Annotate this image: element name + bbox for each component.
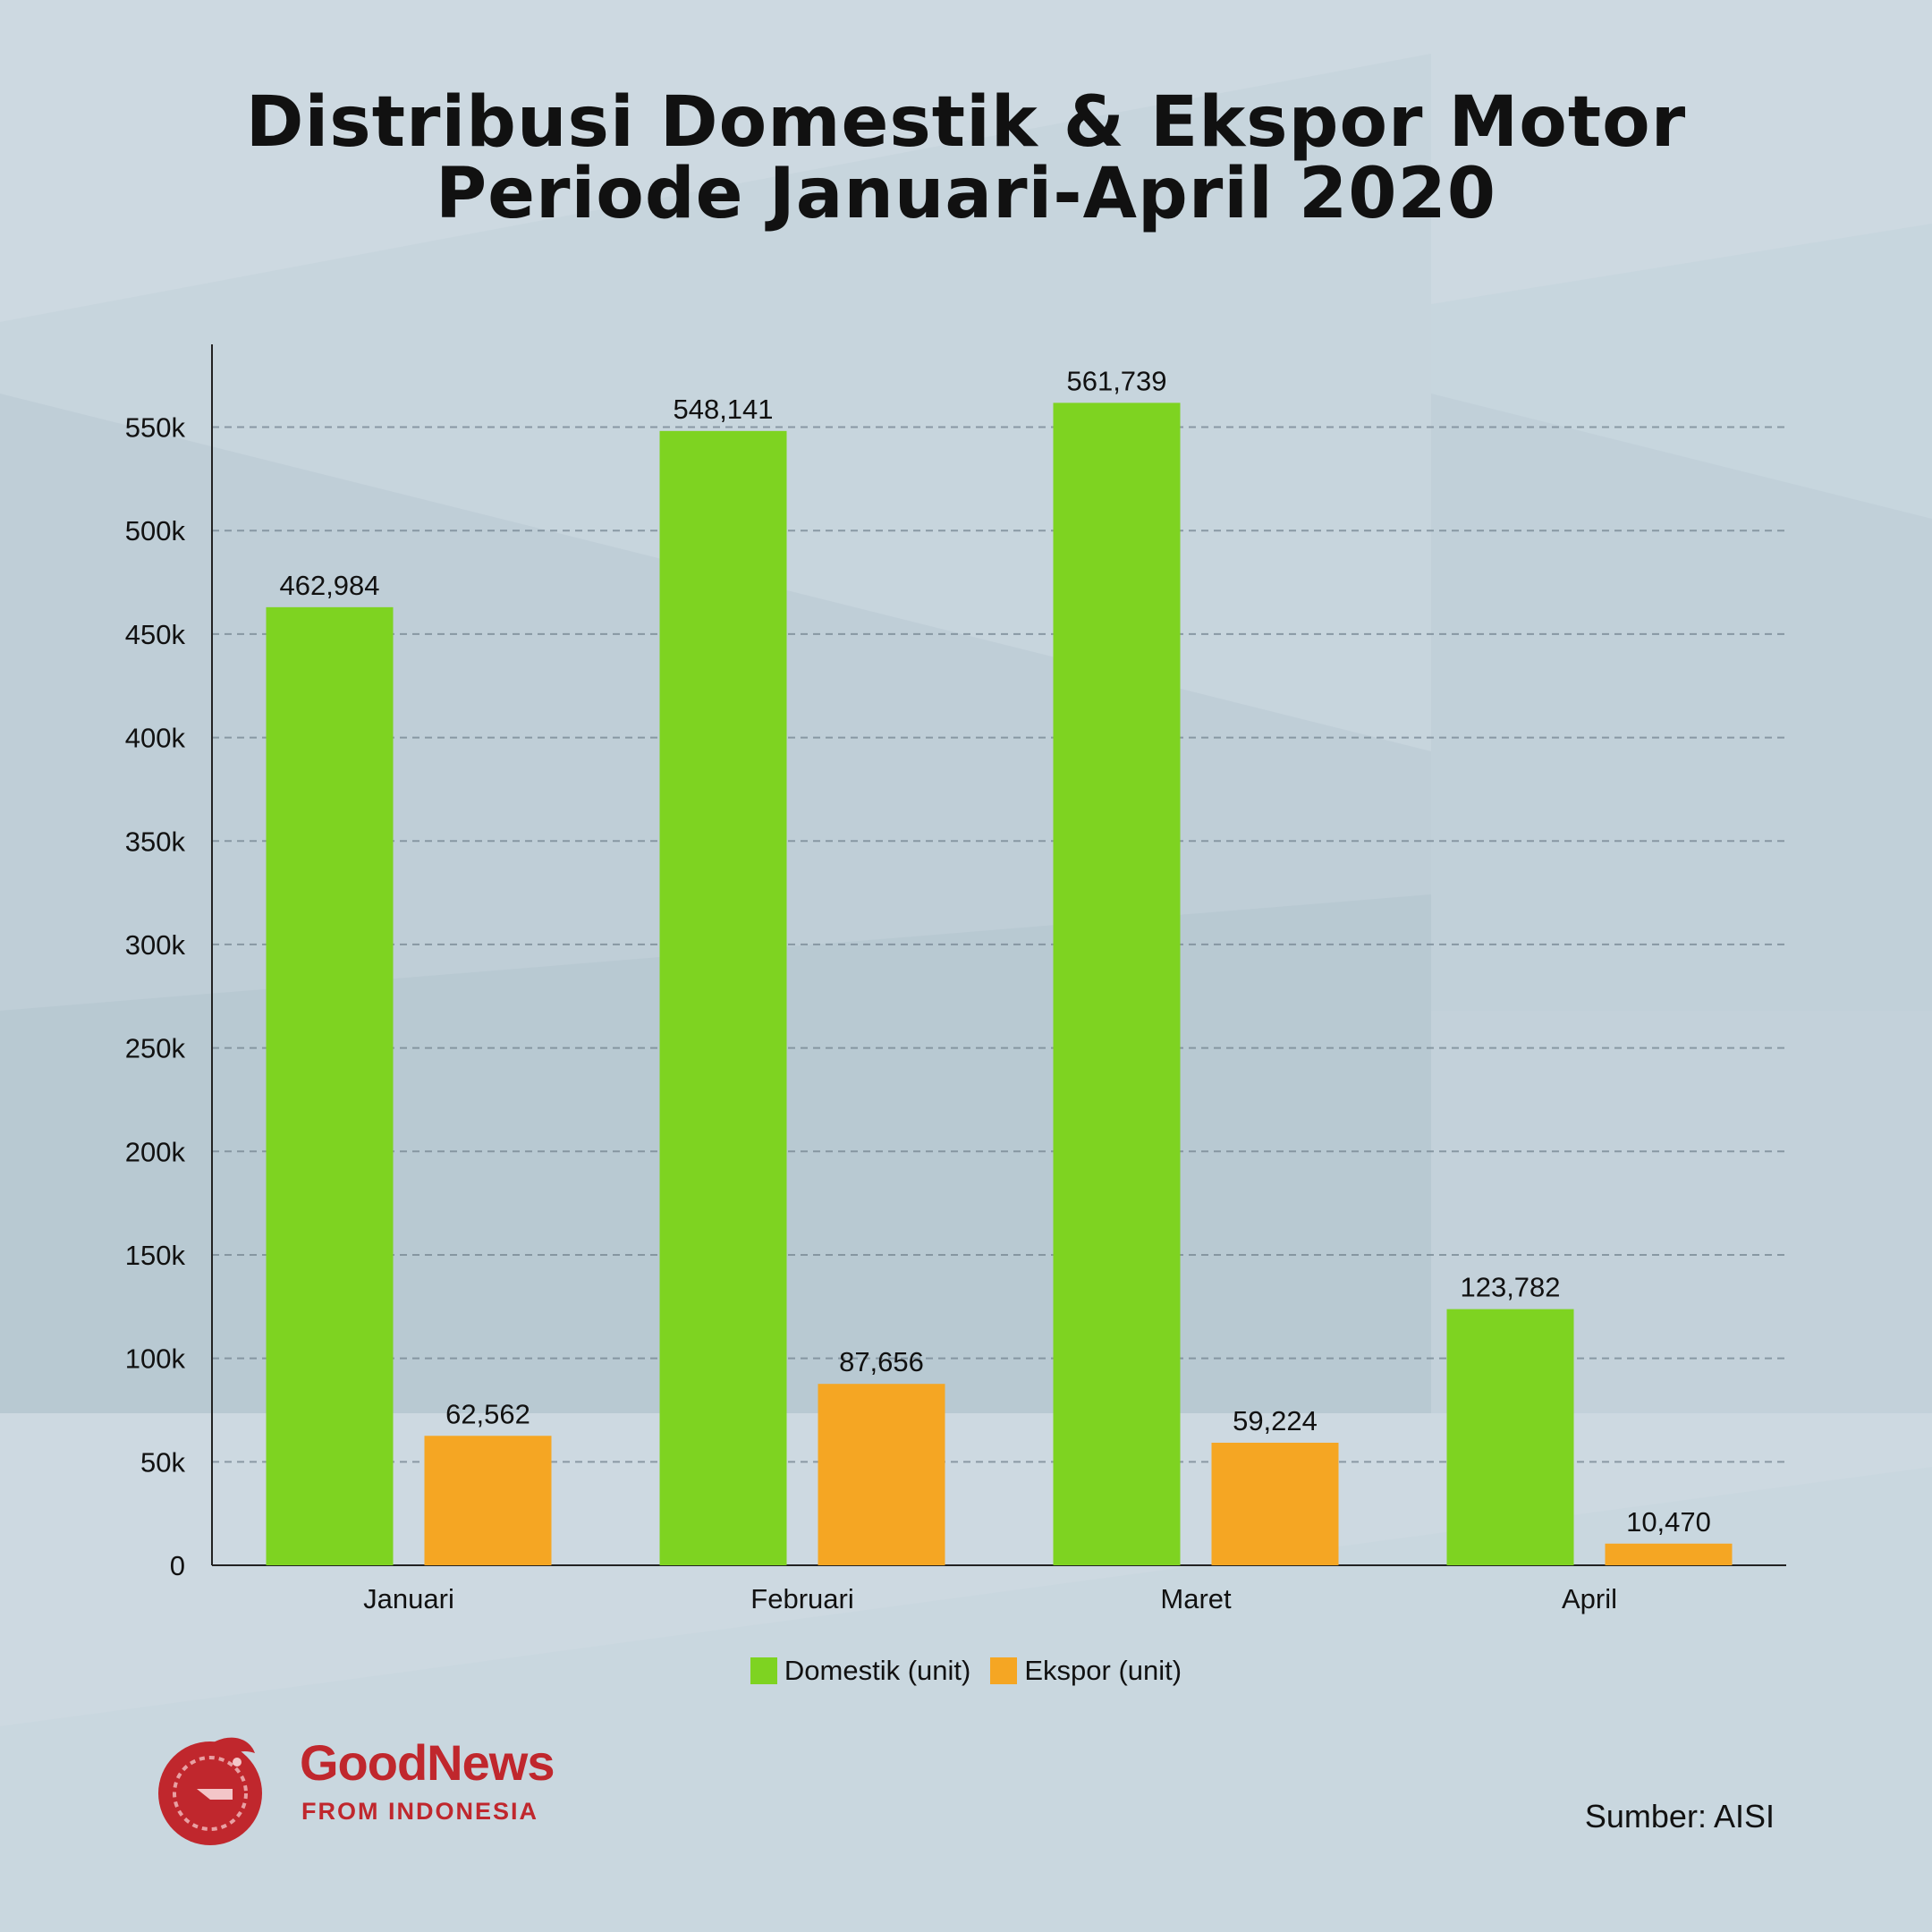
x-tick-label: Maret [1160, 1583, 1232, 1614]
y-tick-label: 550k [125, 412, 186, 444]
data-label: 123,782 [1460, 1272, 1560, 1303]
data-label: 62,562 [445, 1398, 530, 1429]
data-label: 59,224 [1233, 1405, 1318, 1436]
y-tick-label: 450k [125, 619, 186, 650]
bar-domestik [1446, 1309, 1574, 1565]
data-label: 10,470 [1626, 1506, 1711, 1538]
logo-tagline: FROM INDONESIA [301, 1798, 539, 1825]
garuda-emblem-icon [158, 1737, 262, 1845]
y-tick-label: 50k [140, 1446, 185, 1478]
data-label: 462,984 [279, 570, 379, 601]
x-tick-label: Januari [363, 1583, 454, 1614]
y-tick-label: 400k [125, 723, 186, 754]
legend-swatch-domestik [750, 1657, 777, 1684]
x-tick-label: April [1562, 1583, 1617, 1614]
bar-ekspor [1605, 1543, 1733, 1565]
goodnews-logo: GoodNews FROM INDONESIA [148, 1726, 559, 1852]
bar-ekspor [1211, 1442, 1339, 1565]
logo-name: GoodNews [300, 1734, 555, 1791]
chart-title-line-2: Periode Januari-April 2020 [435, 154, 1497, 234]
x-tick-label: Februari [750, 1583, 853, 1614]
y-tick-label: 500k [125, 515, 186, 547]
bar-domestik [1053, 402, 1181, 1565]
y-tick-label: 350k [125, 826, 186, 857]
y-tick-label: 250k [125, 1033, 186, 1064]
legend-label-domestik: Domestik (unit) [784, 1655, 971, 1686]
legend-item-ekspor: Ekspor (unit) [990, 1655, 1182, 1687]
y-tick-label: 0 [170, 1550, 185, 1581]
legend-item-domestik: Domestik (unit) [750, 1655, 970, 1687]
data-label: 548,141 [673, 394, 773, 425]
legend-label-ekspor: Ekspor (unit) [1024, 1655, 1182, 1686]
data-label: 87,656 [839, 1346, 924, 1377]
legend-swatch-ekspor [990, 1657, 1018, 1684]
y-tick-label: 300k [125, 929, 186, 961]
chart-title-line-1: Distribusi Domestik & Ekspor Motor [245, 82, 1687, 163]
bar-domestik [659, 430, 787, 1566]
source-note: Sumber: AISI [1584, 1798, 1775, 1835]
data-label: 561,739 [1066, 365, 1166, 396]
bar-domestik [266, 606, 394, 1565]
legend: Domestik (unit) Ekspor (unit) [0, 1655, 1932, 1687]
y-tick-label: 150k [125, 1240, 186, 1271]
bar-ekspor [424, 1436, 552, 1565]
y-tick-label: 100k [125, 1343, 186, 1375]
bar-ekspor [818, 1384, 945, 1565]
y-tick-label: 200k [125, 1136, 186, 1167]
